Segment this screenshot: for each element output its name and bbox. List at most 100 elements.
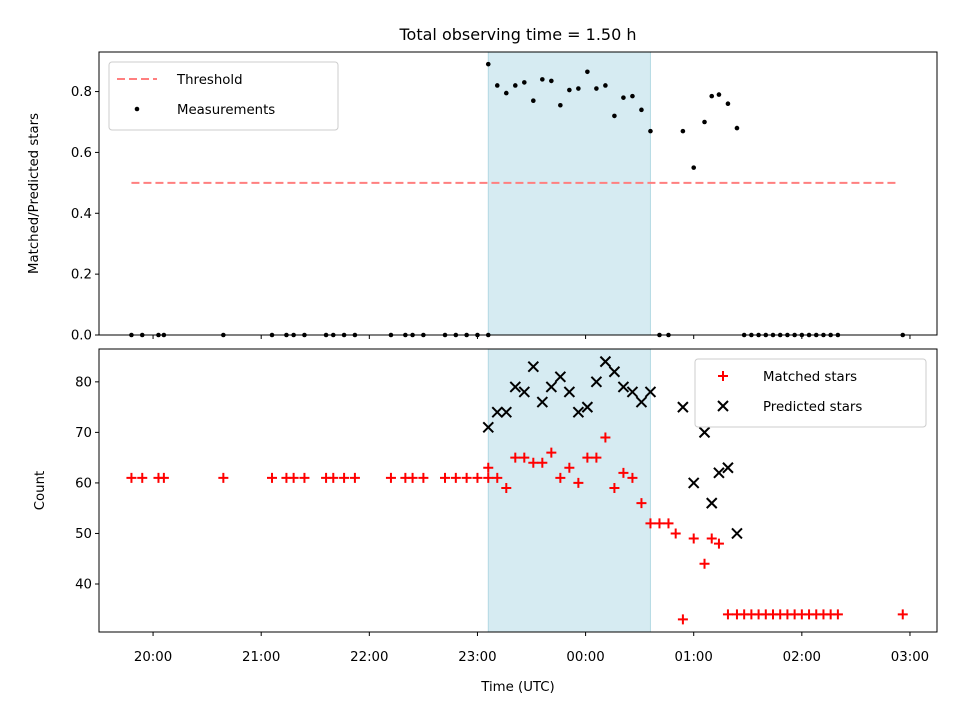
matched-star-point [609, 482, 620, 493]
measurement-point [594, 86, 599, 91]
matched-star-point [267, 472, 278, 483]
matched-star-point [339, 472, 350, 483]
matched-star-point [158, 472, 169, 483]
x-tick-label: 03:00 [891, 650, 929, 665]
x-tick-label: 22:00 [350, 650, 388, 665]
matched-star-point [501, 482, 512, 493]
x-tick-label: 21:00 [242, 650, 280, 665]
top-y-tick-label: 0.2 [71, 268, 92, 283]
measurement-point [585, 69, 590, 75]
measurement-point [702, 119, 707, 125]
matched-star-point [670, 528, 681, 539]
predicted-star-point [617, 381, 630, 393]
x-tick-label: 20:00 [134, 650, 172, 665]
measurement-point [576, 86, 581, 91]
measurement-point [621, 95, 626, 100]
predicted-star-point [722, 462, 734, 474]
legend-box [694, 358, 927, 428]
legend-label: Matched stars [763, 370, 857, 385]
bottom-plot-frame [98, 348, 938, 633]
measurement-point [709, 93, 715, 99]
measurement-point [558, 102, 563, 108]
measurement-point [485, 61, 491, 67]
top-plot-panel: 0.00.20.40.60.8 Matched/Predicted stars … [27, 51, 938, 344]
predicted-star-point [698, 426, 711, 439]
measurement-point [612, 113, 617, 119]
top-y-axis-ticks: 0.0 0.2 0.4 0.6 0.8 [71, 85, 99, 344]
matched-star-point [600, 432, 611, 443]
matched-star-point [706, 533, 717, 544]
matched-star-point [126, 472, 137, 483]
x-tick-label: 00:00 [566, 650, 604, 665]
predicted-star-point [626, 386, 639, 398]
predicted-star-point [713, 467, 725, 479]
matched-star-point [288, 472, 299, 483]
matched-star-point [618, 467, 629, 478]
legend-predicted-swatch [717, 400, 729, 412]
predicted-star-point [554, 371, 567, 383]
matched-star-point [897, 609, 908, 620]
matched-star-point [519, 452, 530, 463]
predicted-star-point [590, 376, 603, 388]
matched-star-point [654, 518, 665, 529]
measurement-point [716, 92, 722, 97]
matched-star-point [688, 533, 699, 544]
top-plot-frame [98, 51, 938, 336]
matched-star-point [218, 472, 229, 483]
legend-label: Predicted stars [763, 400, 862, 415]
measurement-point [691, 165, 697, 170]
top-shaded-span [487, 51, 651, 336]
predicted-star-point [545, 381, 558, 393]
matched-star-point [450, 472, 461, 483]
predicted-star-point [644, 386, 657, 398]
matched-star-point [483, 472, 494, 483]
bottom-y-tick-label: 40 [75, 577, 92, 592]
predicted-star-point [677, 401, 689, 413]
predicted-star-point [563, 386, 576, 398]
measurement-point [549, 78, 554, 84]
bottom-y-tick-label: 70 [75, 426, 92, 441]
predicted-star-point [688, 477, 700, 489]
measurement-point [494, 83, 500, 88]
matched-star-point [385, 472, 396, 483]
matched-star-point [546, 447, 557, 458]
matched-star-point [645, 518, 656, 529]
measurement-point [503, 90, 509, 96]
predicted-star-point [706, 497, 718, 509]
measurement-point [639, 107, 644, 113]
matched-star-point [582, 452, 593, 463]
matched-star-point [832, 609, 843, 620]
top-y-axis-label: Matched/Predicted stars [27, 113, 42, 274]
bottom-y-axis-ticks: 40 50 60 70 80 [75, 375, 99, 592]
top-y-tick-label: 0.4 [71, 207, 92, 222]
matched-star-point [699, 558, 710, 569]
predicted-star-point [527, 360, 540, 373]
matched-star-point [299, 472, 310, 483]
bottom-y-tick-label: 60 [75, 476, 92, 491]
matched-star-point [407, 472, 418, 483]
bottom-plot-panel: 40 50 60 70 80 20:00 21:00 22:00 23:00 00:00 01:0… [33, 348, 938, 695]
bottom-y-axis-label: Count [33, 471, 48, 511]
predicted-star-point [500, 406, 512, 418]
predicted-star-point [608, 366, 621, 378]
predicted-star-point [731, 527, 743, 540]
matched-star-point [528, 457, 539, 468]
top-x-axis-ticks [152, 335, 911, 339]
predicted-star-point [482, 421, 494, 434]
x-tick-label: 01:00 [675, 650, 713, 665]
matched-star-point [472, 472, 483, 483]
legend-label: Measurements [177, 103, 275, 118]
top-y-tick-label: 0.0 [71, 329, 92, 344]
matched-star-point [663, 518, 674, 529]
bottom-y-tick-label: 80 [75, 375, 92, 390]
chart-title: Total observing time = 1.50 h [398, 25, 636, 44]
predicted-star-point [572, 406, 585, 418]
measurement-point [680, 128, 686, 134]
legend-label: Threshold [176, 73, 243, 88]
x-tick-label: 23:00 [458, 650, 496, 665]
matched-star-point [677, 614, 688, 625]
top-y-tick-label: 0.8 [71, 85, 92, 100]
predicted-star-point [581, 401, 594, 413]
matched-star-point [573, 477, 584, 488]
